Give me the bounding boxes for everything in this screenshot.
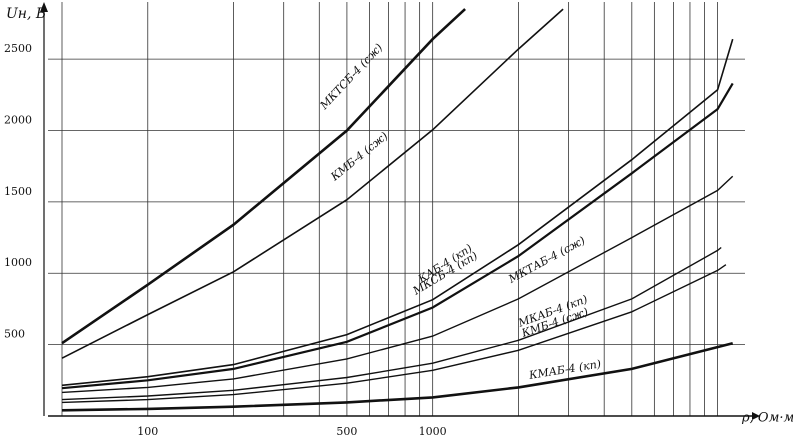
series-label: КМАБ-4 (кп) — [527, 357, 602, 382]
y-tick-label: 1000 — [4, 256, 32, 269]
series-line — [61, 175, 734, 394]
y-tick-label: 2000 — [4, 113, 32, 126]
y-tick-label: 2500 — [4, 42, 32, 55]
series-line — [61, 8, 466, 345]
series-line — [61, 8, 564, 359]
y-axis-label: Uн, В — [6, 6, 46, 22]
y-tick-label: 1500 — [4, 185, 32, 198]
series-line — [61, 341, 734, 412]
x-axis-arrow — [752, 412, 760, 420]
x-axis-label: ρ, Ом·м — [741, 411, 793, 426]
series-line — [61, 264, 727, 404]
x-tick-label: 1000 — [419, 425, 447, 438]
y-tick-label: 500 — [4, 328, 25, 341]
series-label: МКТАБ-4 (сж) — [506, 234, 588, 286]
series-line — [61, 246, 722, 401]
series-line — [61, 82, 734, 390]
series-line — [61, 38, 734, 387]
x-tick-label: 500 — [336, 425, 357, 438]
x-tick-label: 100 — [137, 425, 158, 438]
y-axis-arrow — [40, 2, 48, 12]
